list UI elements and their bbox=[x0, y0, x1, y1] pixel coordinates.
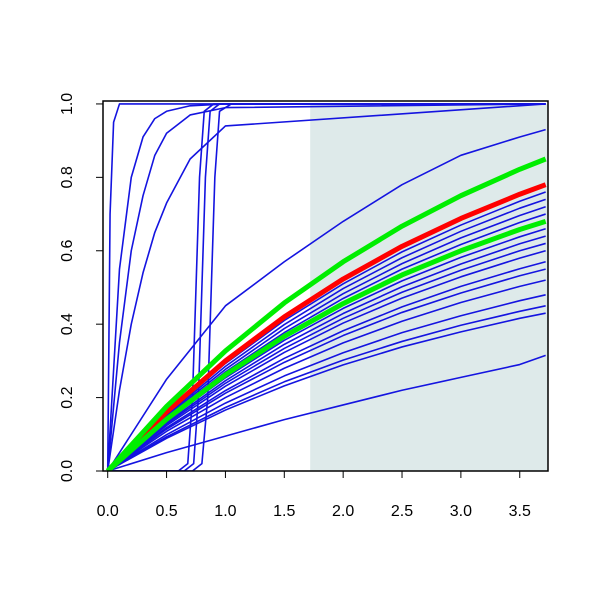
shaded-region bbox=[310, 103, 548, 471]
curve bbox=[105, 156, 547, 471]
curve bbox=[107, 205, 546, 471]
curve bbox=[107, 305, 546, 471]
curve bbox=[107, 268, 546, 471]
curve bbox=[107, 249, 546, 471]
curve bbox=[107, 103, 546, 471]
curve bbox=[106, 103, 546, 471]
x-tick-label: 1.0 bbox=[214, 503, 236, 520]
axis-layer: 0.0 0.5 1.0 1.5 2.0 2.5 3.0 3.5 0.0 0.2 0.4 0.6 0.8 1… bbox=[59, 93, 531, 521]
curve bbox=[107, 198, 546, 471]
y-tick-label: 1.0 bbox=[59, 93, 76, 115]
curve bbox=[106, 103, 546, 471]
curve bbox=[107, 279, 546, 471]
curve bbox=[107, 235, 546, 471]
curve bbox=[107, 261, 546, 471]
x-tick-label: 2.5 bbox=[391, 503, 413, 520]
curve bbox=[107, 242, 546, 471]
x-tick-label: 2.0 bbox=[332, 503, 354, 520]
x-tick-label: 1.5 bbox=[273, 503, 295, 520]
x-tick-label: 0.0 bbox=[97, 503, 119, 520]
y-tick-label: 0.8 bbox=[59, 166, 76, 188]
curve bbox=[107, 354, 546, 471]
curve bbox=[106, 219, 547, 471]
curve bbox=[107, 294, 546, 471]
x-tick-label: 3.5 bbox=[509, 503, 531, 520]
y-tick-label: 0.2 bbox=[59, 386, 76, 408]
curve bbox=[107, 103, 546, 471]
x-tick-label: 0.5 bbox=[155, 503, 177, 520]
y-tick-label: 0.0 bbox=[59, 460, 76, 482]
y-tick-label: 0.4 bbox=[59, 313, 76, 335]
curve bbox=[105, 182, 547, 471]
x-tick-label: 3.0 bbox=[450, 503, 472, 520]
line-layer bbox=[105, 103, 547, 471]
plot-frame bbox=[102, 100, 549, 472]
y-tick-label: 0.6 bbox=[59, 240, 76, 262]
curve bbox=[107, 312, 546, 471]
curve bbox=[107, 103, 546, 471]
shade-layer bbox=[310, 103, 548, 471]
curve bbox=[107, 128, 546, 471]
